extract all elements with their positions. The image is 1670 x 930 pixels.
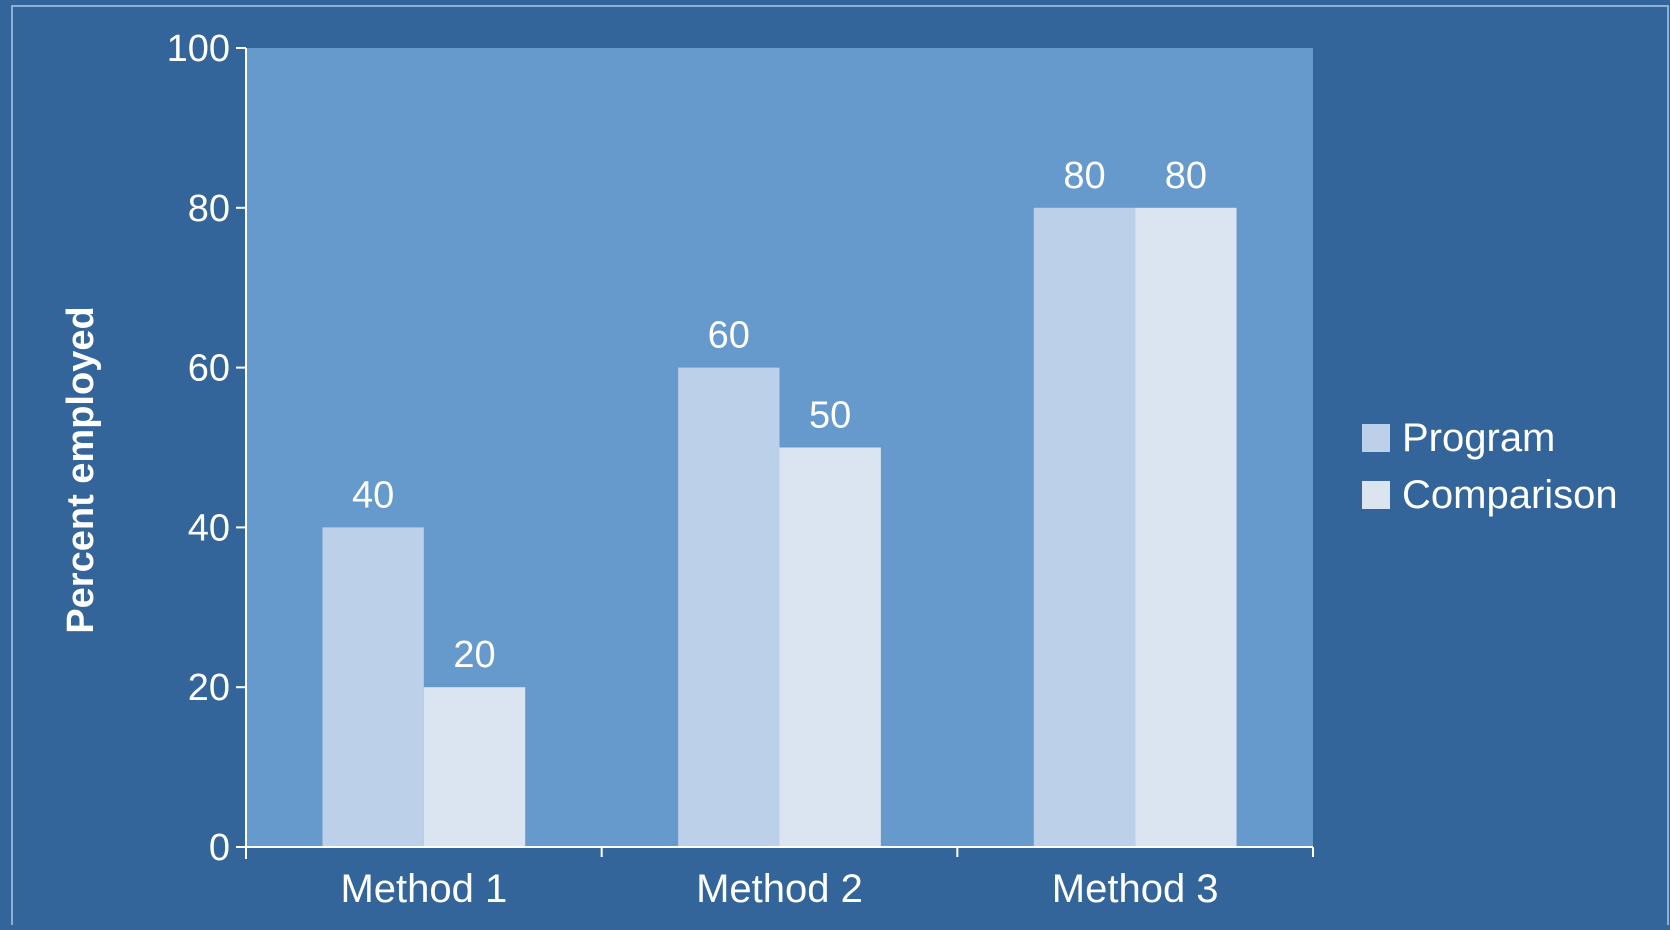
legend: Program Comparison: [1362, 416, 1618, 517]
value-label-comparison-2: 50: [809, 395, 851, 437]
y-tick-label-100: 100: [167, 28, 230, 70]
x-category-label-1: Method 1: [340, 867, 507, 911]
x-category-label-3: Method 3: [1052, 867, 1219, 911]
bar-program-2: [678, 367, 780, 847]
bar-program-1: [322, 527, 424, 847]
legend-swatch-comparison: [1362, 481, 1390, 509]
bar-comparison-1: [423, 687, 526, 847]
y-tick-label-0: 0: [209, 827, 230, 869]
x-category-label-2: Method 2: [696, 867, 863, 911]
y-tick-label-40: 40: [188, 507, 230, 549]
value-label-program-1: 40: [352, 474, 394, 516]
legend-label-comparison: Comparison: [1402, 473, 1618, 517]
y-axis-label: Percent employed: [60, 306, 102, 633]
value-label-comparison-3: 80: [1165, 155, 1207, 197]
bar-program-3: [1033, 207, 1136, 848]
legend-swatch-program: [1362, 424, 1390, 452]
x-category-labels-group: Method 1 Method 2 Method 3: [340, 867, 1218, 911]
y-tick-label-80: 80: [188, 188, 230, 230]
value-label-program-3: 80: [1063, 155, 1105, 197]
axes-group: [236, 47, 1314, 859]
legend-label-program: Program: [1402, 416, 1555, 460]
bar-comparison-3: [1135, 207, 1237, 848]
value-labels-group: 40 20 60 50 80 80: [352, 155, 1207, 676]
y-tick-label-20: 20: [188, 667, 230, 709]
value-label-program-2: 60: [708, 315, 750, 357]
y-tick-labels-group: 0 20 40 60 80 100: [167, 28, 230, 869]
value-label-comparison-1: 20: [453, 634, 495, 676]
y-tick-label-60: 60: [188, 348, 230, 390]
bar-comparison-2: [779, 447, 881, 847]
bars-group: [322, 207, 1237, 848]
